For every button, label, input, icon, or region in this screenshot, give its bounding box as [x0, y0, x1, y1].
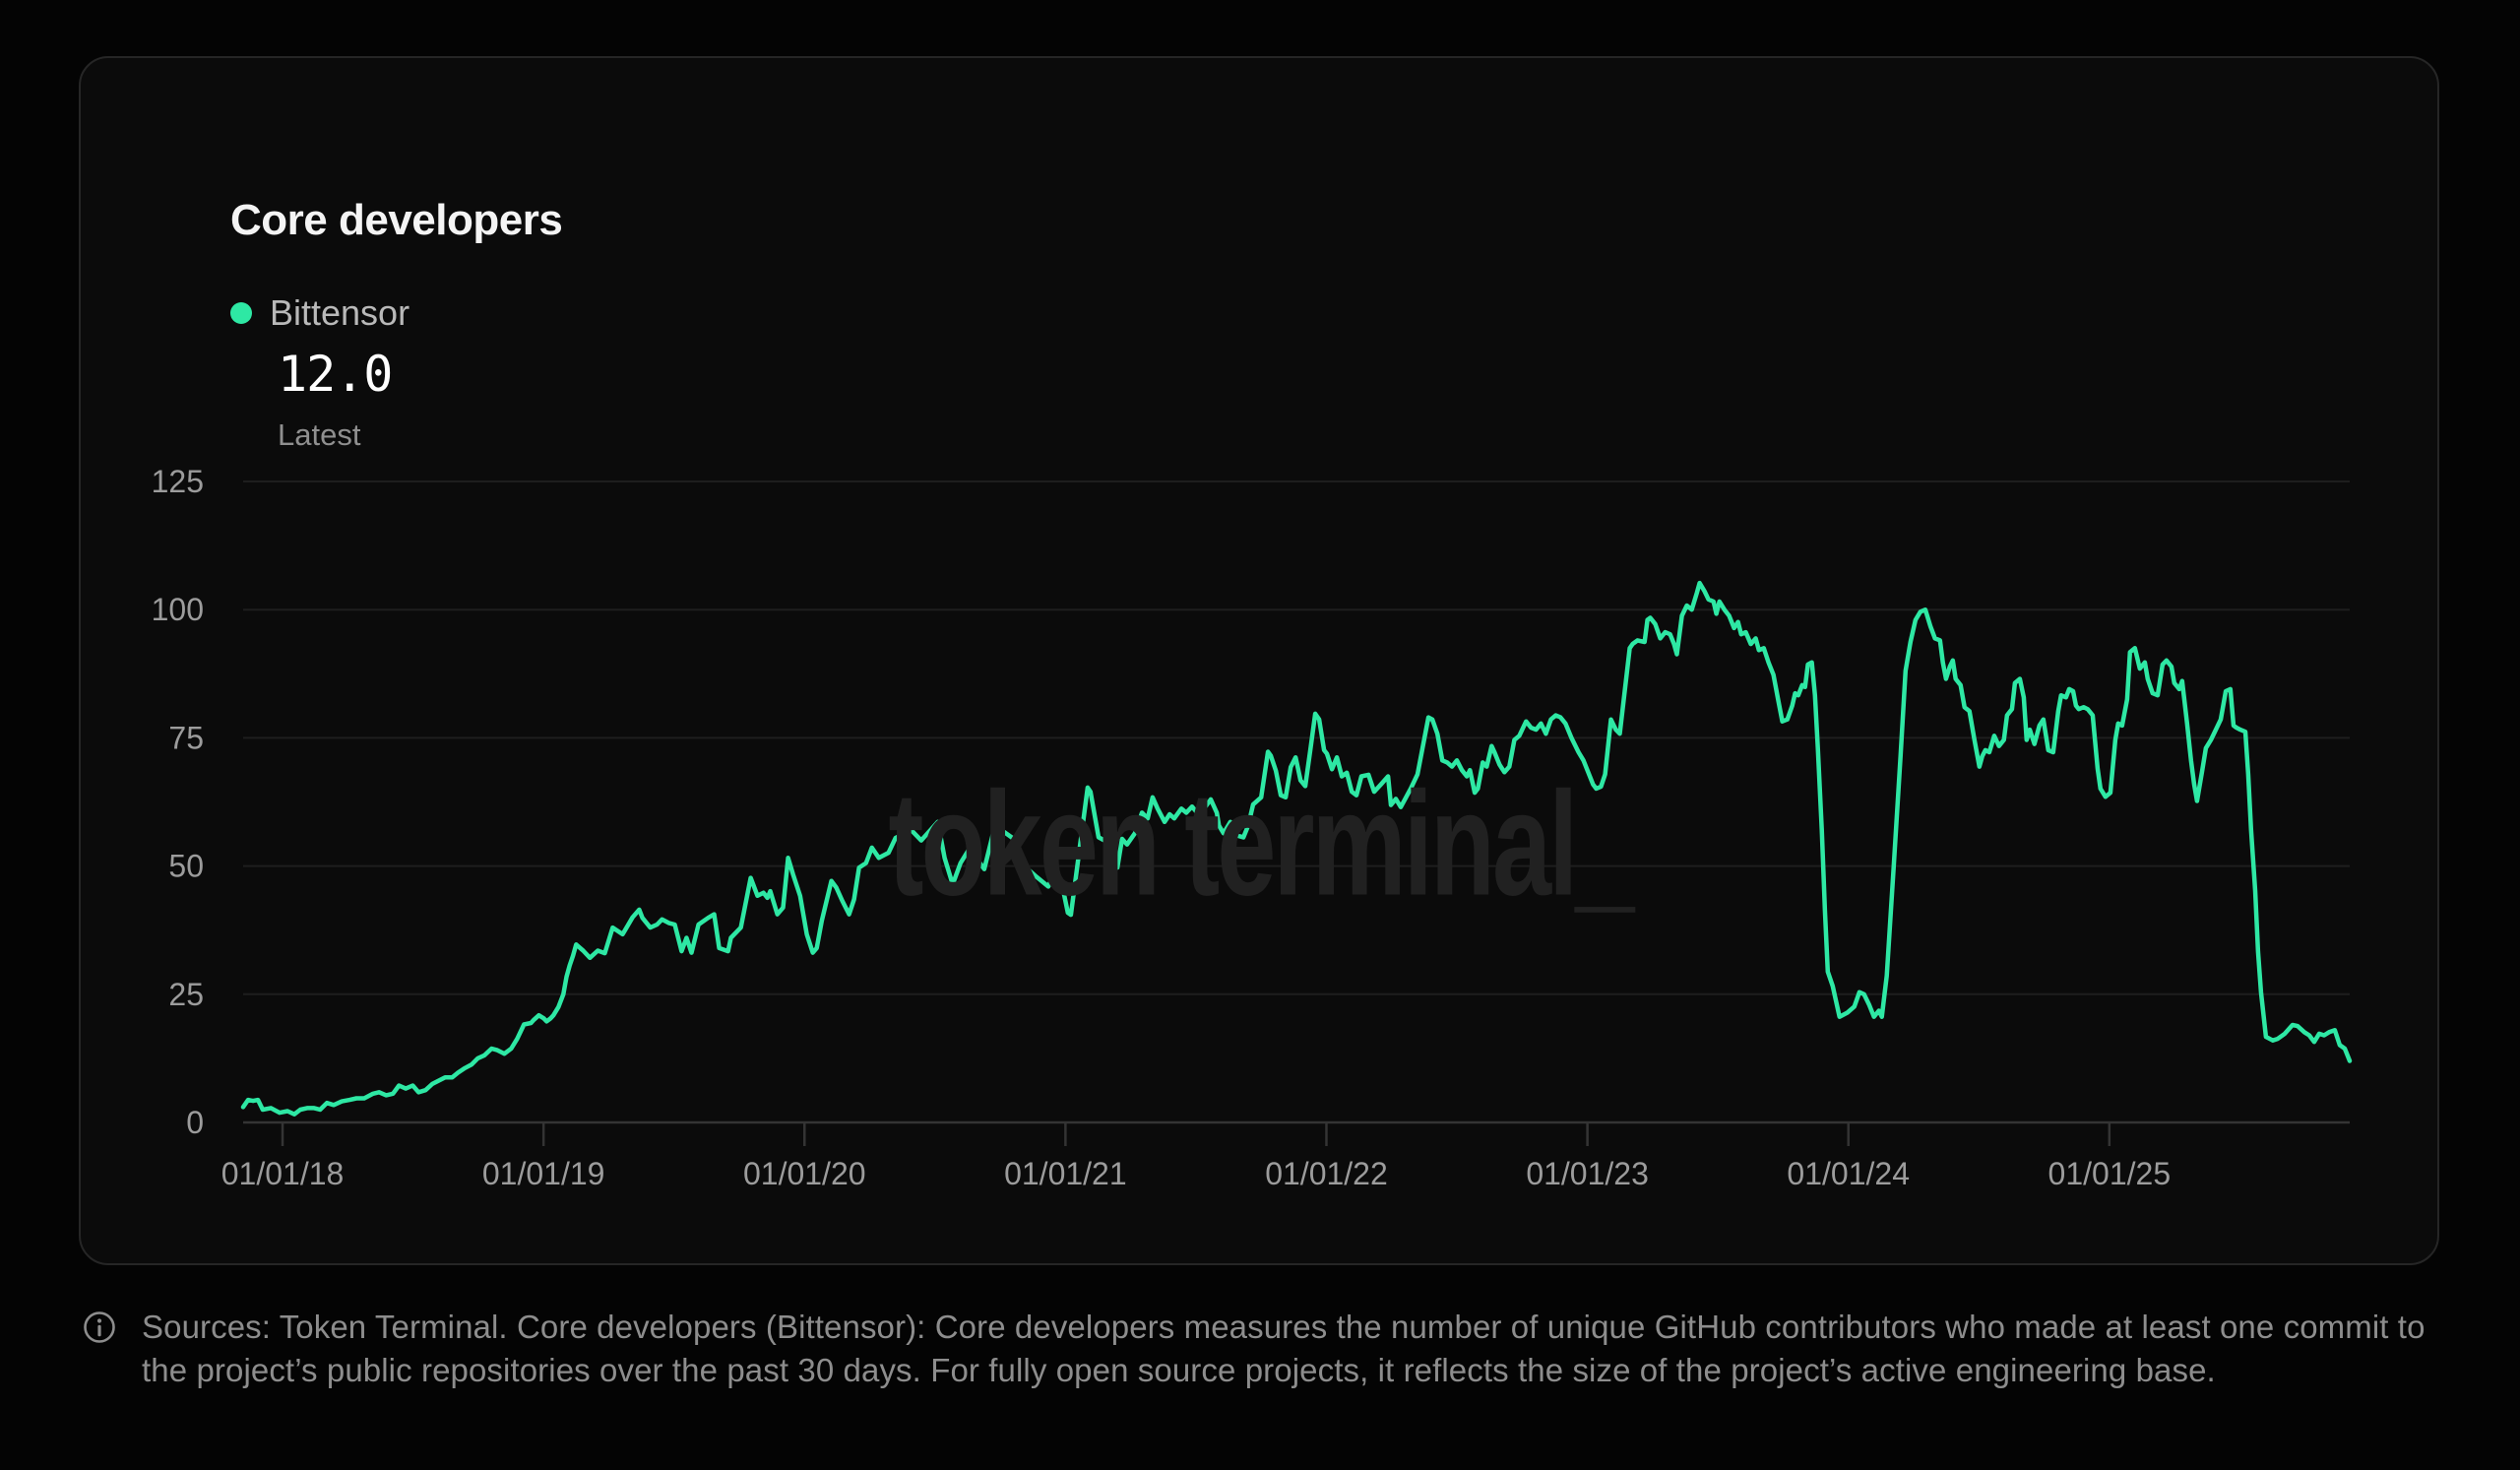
series-name: Bittensor — [270, 292, 410, 333]
y-axis-label: 125 — [152, 464, 204, 499]
x-axis-label: 01/01/25 — [2048, 1156, 2172, 1191]
page-title: Core developers — [230, 196, 563, 244]
x-axis-label: 01/01/19 — [482, 1156, 605, 1191]
source-text: Sources: Token Terminal. Core developers… — [142, 1309, 2426, 1388]
x-axis-label: 01/01/21 — [1004, 1156, 1127, 1191]
y-axis-label: 75 — [168, 720, 204, 755]
y-axis-label: 100 — [152, 592, 204, 627]
chart-card: 0 25 50 75 100 125 01/01/18 01/01/19 01/01/20 01/… — [79, 56, 2439, 1265]
y-axis-label: 0 — [186, 1105, 204, 1140]
x-axis-label: 01/01/23 — [1526, 1156, 1649, 1191]
source-note: Sources: Token Terminal. Core developers… — [83, 1306, 2455, 1392]
x-axis-label: 01/01/24 — [1787, 1156, 1910, 1191]
latest-caption: Latest — [278, 417, 361, 452]
x-axis-label: 01/01/18 — [221, 1156, 345, 1191]
legend: Bittensor — [230, 292, 410, 334]
y-axis-label: 50 — [168, 849, 204, 884]
info-icon — [84, 1311, 115, 1343]
x-axis-label: 01/01/22 — [1265, 1156, 1388, 1191]
series-dot-icon — [230, 302, 252, 324]
series-line[interactable] — [240, 580, 2353, 1117]
y-axis-label: 25 — [168, 977, 204, 1012]
core-developers-chart[interactable]: 0 25 50 75 100 125 01/01/18 01/01/19 01/01/20 01/… — [81, 58, 2437, 1263]
latest-value: 12.0 — [278, 346, 393, 403]
x-axis-label: 01/01/20 — [743, 1156, 866, 1191]
